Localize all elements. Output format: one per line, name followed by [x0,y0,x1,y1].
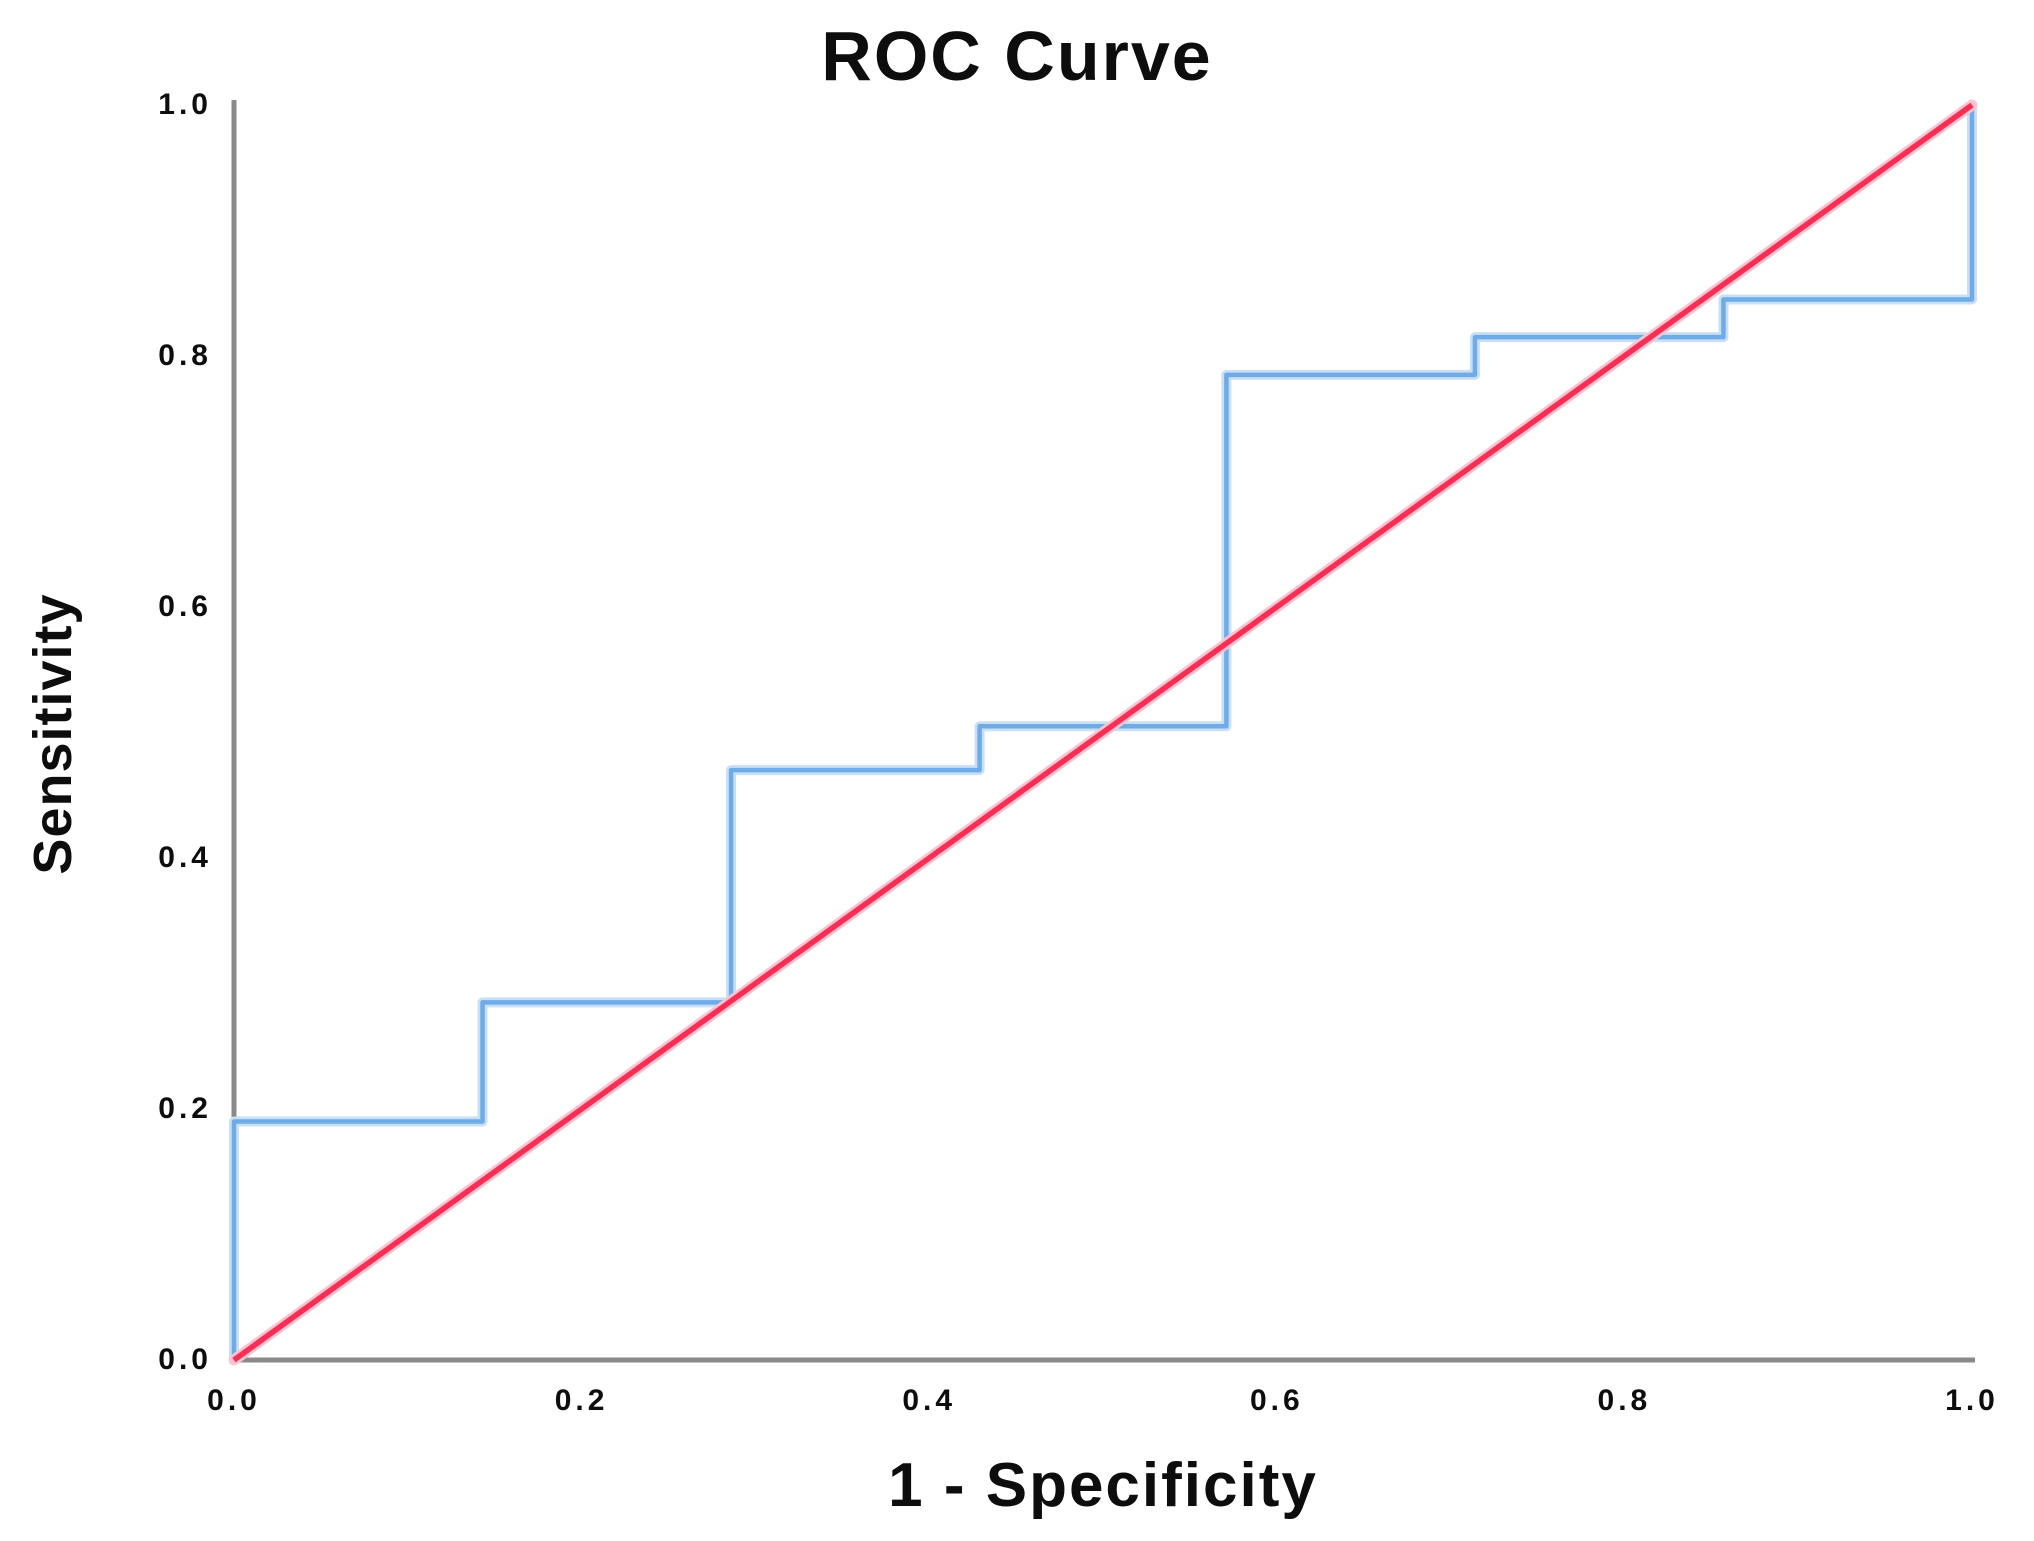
y-tick-label: 1.0 [158,88,212,121]
reference-line [232,102,1974,1363]
x-tick-label: 0.2 [554,1384,609,1417]
y-tick-label: 0.2 [158,1092,212,1125]
x-axis-title: 1 - Specificity [888,1451,1318,1520]
y-tick-label: 0.4 [158,841,212,874]
x-tick-label: 1.0 [1945,1384,1999,1417]
x-tick-label: 0.0 [207,1384,261,1417]
y-tick-label: 0.6 [158,590,212,623]
chart-title: ROC Curve [821,17,1213,95]
y-tick-label: 0.0 [158,1343,212,1376]
y-tick-label: 0.8 [158,339,212,372]
x-tick-label: 0.6 [1249,1384,1304,1417]
x-tick-label: 0.4 [902,1384,957,1417]
x-tick-label: 0.8 [1597,1384,1652,1417]
